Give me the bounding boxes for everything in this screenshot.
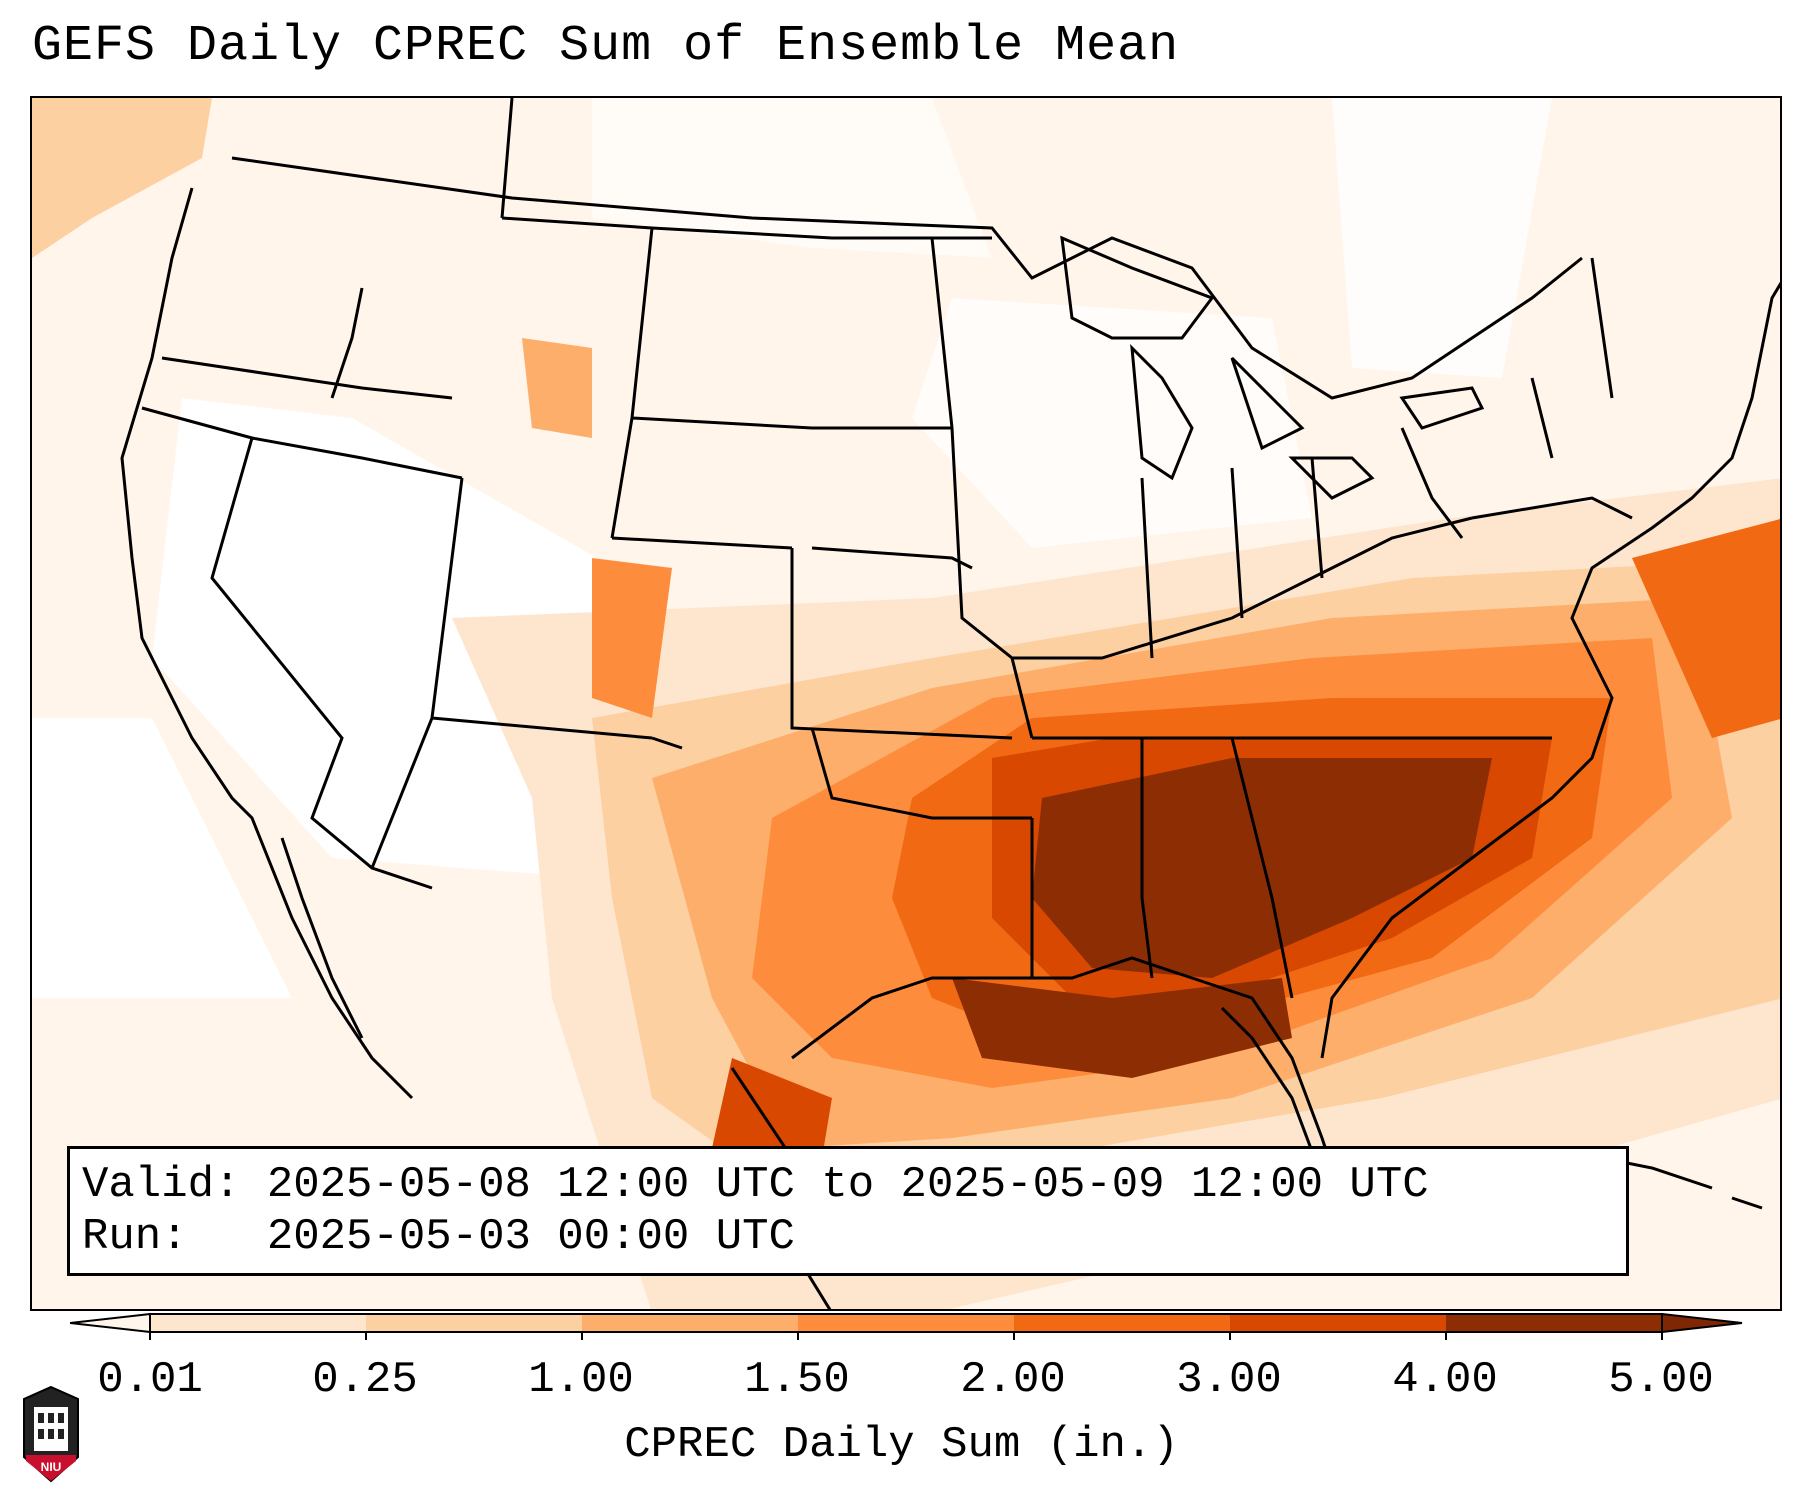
great-lakes <box>1060 235 1485 500</box>
pacific-dry-region <box>32 718 292 998</box>
north-dry-region <box>592 98 992 258</box>
colorbar-segment <box>798 1314 1014 1332</box>
colorbar-segment <box>366 1314 582 1332</box>
colorbar-under-arrow <box>70 1312 151 1334</box>
valid-label: Valid: <box>82 1160 241 1210</box>
colorbar-tick-label: 0.25 <box>312 1355 418 1405</box>
colorbar <box>70 1312 1743 1340</box>
map-outlines <box>120 98 1780 1309</box>
run-row: Run: 2025-05-03 00:00 UTC <box>82 1211 1614 1263</box>
precip-field <box>32 98 1780 1309</box>
colorbar-segment <box>582 1314 798 1332</box>
colorbar-tick-label: 5.00 <box>1608 1355 1714 1405</box>
colorbar-frame <box>149 1313 1663 1333</box>
gulf-band-500 <box>952 978 1292 1078</box>
niu-logo-icon: NIU <box>23 1385 79 1483</box>
colorbar-tick-label: 2.00 <box>960 1355 1066 1405</box>
colorbar-tick-label: 0.01 <box>97 1355 203 1405</box>
colorado-spot <box>592 558 672 718</box>
map-title: GEFS Daily CPREC Sum of Ensemble Mean <box>32 18 1180 75</box>
precip-map <box>30 96 1782 1311</box>
colorbar-segment <box>1014 1314 1230 1332</box>
colorbar-label: CPREC Daily Sum (in.) <box>624 1420 1179 1470</box>
band-500 <box>1032 758 1492 978</box>
gulf-coastline <box>791 956 1354 1219</box>
west-coastline <box>120 187 414 1100</box>
canada-border <box>231 156 1583 400</box>
validity-info-box: Valid: 2025-05-08 12:00 UTC to 2025-05-0… <box>67 1146 1629 1276</box>
valid-value: 2025-05-08 12:00 UTC to 2025-05-09 12:00… <box>266 1160 1429 1210</box>
run-value: 2025-05-03 00:00 UTC <box>266 1212 795 1262</box>
state-borders-east <box>1140 257 1633 659</box>
precip-shading <box>32 98 1780 1309</box>
colorbar-segment <box>150 1314 366 1332</box>
colorbar-tick-label: 4.00 <box>1392 1355 1498 1405</box>
colorbar-tick-label: 1.50 <box>744 1355 850 1405</box>
colorbar-tick-label: 3.00 <box>1176 1355 1282 1405</box>
valid-row: Valid: 2025-05-08 12:00 UTC to 2025-05-0… <box>82 1159 1614 1211</box>
colorbar-over-arrow <box>1661 1312 1743 1334</box>
colorbar-segment <box>1446 1314 1662 1332</box>
wyoming-spot <box>522 338 592 438</box>
atlantic-band <box>1632 519 1780 738</box>
state-borders-central <box>631 237 1552 999</box>
baja-coastline <box>280 837 364 1039</box>
east-coastline <box>1320 281 1780 1059</box>
nw-coast-band <box>32 98 212 258</box>
greatlakes-dry-region <box>912 298 1312 548</box>
logo-text: NIU <box>41 1460 62 1474</box>
run-label: Run: <box>82 1212 188 1262</box>
west-dry-region <box>152 398 632 878</box>
colorbar-segment <box>1230 1314 1446 1332</box>
colorbar-tick-label: 1.00 <box>528 1355 634 1405</box>
northeast-dry-region <box>1332 98 1552 378</box>
